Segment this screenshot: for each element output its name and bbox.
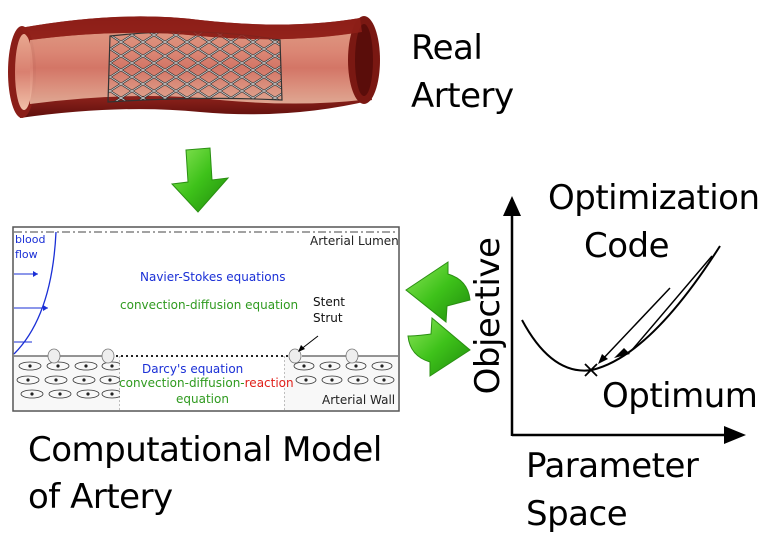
stent-strut-label-line1: Stent bbox=[313, 295, 346, 309]
right-arrow-icon bbox=[407, 316, 471, 377]
navier-stokes-label: Navier-Stokes equations bbox=[140, 270, 286, 284]
arterial-wall-label: Arterial Wall bbox=[322, 393, 396, 407]
left-arrow-icon bbox=[405, 261, 471, 323]
parameter-space-label-line1: Parameter bbox=[526, 446, 699, 486]
optimization-code-label-line1: Optimization bbox=[548, 178, 760, 218]
objective-axis-label: Objective bbox=[468, 237, 508, 395]
objective-curve bbox=[521, 245, 721, 372]
equation-label: equation bbox=[176, 392, 229, 406]
convection-diffusion-label: convection-diffusion equation bbox=[120, 298, 299, 312]
stent-strut-label-line2: Strut bbox=[313, 311, 343, 325]
computational-model-box bbox=[12, 226, 400, 412]
cdr-reaction: reaction bbox=[244, 376, 294, 390]
optimum-marker-icon bbox=[584, 363, 598, 377]
down-arrow-icon bbox=[170, 147, 230, 213]
real-artery-label-line2: Artery bbox=[411, 76, 514, 116]
computational-model-label-line2: of Artery bbox=[28, 477, 173, 517]
arterial-lumen-label: Arterial Lumen bbox=[310, 234, 399, 248]
artery-illustration bbox=[8, 16, 380, 118]
darcy-label: Darcy's equation bbox=[142, 362, 244, 376]
optimization-code-label-line2: Code bbox=[584, 226, 670, 266]
computational-model-label-line1: Computational Model bbox=[28, 430, 382, 470]
real-artery-label-line1: Real bbox=[411, 28, 483, 68]
cdr-label: convection-diffusion-reaction bbox=[119, 376, 294, 390]
optimum-label: Optimum bbox=[602, 376, 758, 416]
parameter-space-label-line2: Space bbox=[526, 494, 628, 534]
blood-flow-label-line2: flow bbox=[15, 248, 38, 261]
cdr-prefix: convection-diffusion- bbox=[119, 376, 245, 390]
blood-flow-label-line1: blood bbox=[15, 233, 46, 246]
